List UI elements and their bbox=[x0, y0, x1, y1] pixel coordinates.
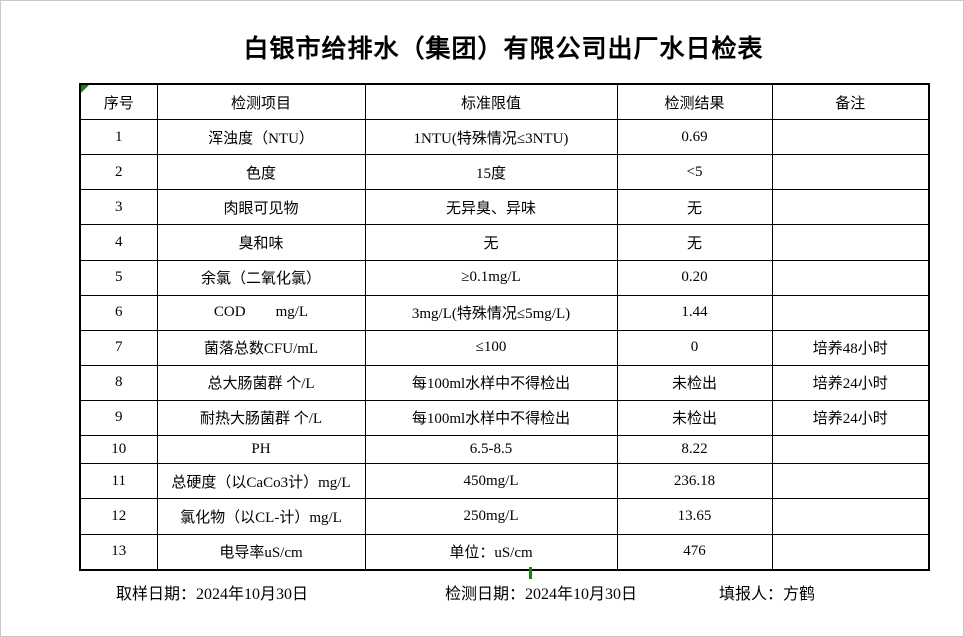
table-row: 10 PH 6.5-8.5 8.22 bbox=[79, 434, 930, 465]
cell-no: 1 bbox=[79, 119, 158, 156]
cell-result: 0.20 bbox=[616, 259, 773, 296]
cell-limit: ≤100 bbox=[364, 329, 618, 366]
cell-limit: 每100ml水样中不得检出 bbox=[364, 364, 618, 401]
sampling-date-label: 取样日期：2024年10月30日 bbox=[116, 586, 309, 603]
cell-no: 9 bbox=[79, 399, 158, 436]
cell-item: 肉眼可见物 bbox=[156, 189, 366, 226]
cell-result: <5 bbox=[616, 154, 773, 191]
cell-result: 无 bbox=[616, 224, 773, 261]
cell-item: 臭和味 bbox=[156, 224, 366, 261]
cell-result: 未检出 bbox=[616, 364, 773, 401]
page-title: 白银市给排水（集团）有限公司出厂水日检表 bbox=[243, 36, 764, 63]
cell-item: PH bbox=[156, 434, 366, 465]
col-header-remark: 备注 bbox=[771, 83, 930, 121]
cell-remark bbox=[771, 463, 930, 500]
cell-item: 浑浊度（NTU） bbox=[156, 119, 366, 156]
cell-item: COD mg/L bbox=[156, 294, 366, 331]
cell-limit: 15度 bbox=[364, 154, 618, 191]
footer: 取样日期：2024年10月30日 检测日期：2024年10月30日 填报人：方鹤 bbox=[1, 580, 963, 603]
cell-no: 5 bbox=[79, 259, 158, 296]
cell-result: 0.69 bbox=[616, 119, 773, 156]
cell-remark bbox=[771, 154, 930, 191]
cell-item: 菌落总数CFU/mL bbox=[156, 329, 366, 366]
cell-item: 色度 bbox=[156, 154, 366, 191]
cell-item: 氯化物（以CL-计）mg/L bbox=[156, 498, 366, 535]
cell-result: 476 bbox=[616, 533, 773, 571]
cell-no: 11 bbox=[79, 463, 158, 500]
inspection-table: 序号 检测项目 标准限值 检测结果 备注 1 浑浊度（NTU） 1NTU(特殊情… bbox=[79, 83, 930, 571]
table-row: 7 菌落总数CFU/mL ≤100 0 培养48小时 bbox=[79, 329, 930, 366]
table-row: 2 色度 15度 <5 bbox=[79, 154, 930, 191]
table-row: 3 肉眼可见物 无异臭、异味 无 bbox=[79, 189, 930, 226]
cell-limit: 每100ml水样中不得检出 bbox=[364, 399, 618, 436]
reporter-label: 填报人：方鹤 bbox=[719, 586, 816, 603]
cell-limit: 1NTU(特殊情况≤3NTU) bbox=[364, 119, 618, 156]
cell-no: 7 bbox=[79, 329, 158, 366]
cell-limit: 单位：uS/cm bbox=[364, 533, 618, 571]
cell-remark bbox=[771, 498, 930, 535]
cell-remark bbox=[771, 224, 930, 261]
cell-remark bbox=[771, 434, 930, 465]
cell-limit: ≥0.1mg/L bbox=[364, 259, 618, 296]
col-header-limit: 标准限值 bbox=[364, 83, 618, 121]
cell-item: 耐热大肠菌群 个/L bbox=[156, 399, 366, 436]
test-date-label: 检测日期：2024年10月30日 bbox=[445, 586, 638, 603]
cell-remark bbox=[771, 119, 930, 156]
table-row: 4 臭和味 无 无 bbox=[79, 224, 930, 261]
table-row: 9 耐热大肠菌群 个/L 每100ml水样中不得检出 未检出 培养24小时 bbox=[79, 399, 930, 436]
cell-limit: 3mg/L(特殊情况≤5mg/L) bbox=[364, 294, 618, 331]
cell-no: 8 bbox=[79, 364, 158, 401]
table-header-row: 序号 检测项目 标准限值 检测结果 备注 bbox=[79, 83, 930, 121]
table-row: 1 浑浊度（NTU） 1NTU(特殊情况≤3NTU) 0.69 bbox=[79, 119, 930, 156]
cell-result: 无 bbox=[616, 189, 773, 226]
cell-limit: 6.5-8.5 bbox=[364, 434, 618, 465]
cell-no: 6 bbox=[79, 294, 158, 331]
cell-item: 电导率uS/cm bbox=[156, 533, 366, 571]
cell-remark bbox=[771, 259, 930, 296]
cell-item: 余氯（二氧化氯） bbox=[156, 259, 366, 296]
cell-limit: 250mg/L bbox=[364, 498, 618, 535]
col-header-no: 序号 bbox=[79, 83, 158, 121]
table-row: 5 余氯（二氧化氯） ≥0.1mg/L 0.20 bbox=[79, 259, 930, 296]
cell-remark: 培养48小时 bbox=[771, 329, 930, 366]
cell-remark bbox=[771, 294, 930, 331]
cell-limit: 无异臭、异味 bbox=[364, 189, 618, 226]
cell-no: 2 bbox=[79, 154, 158, 191]
table-row: 13 电导率uS/cm 单位：uS/cm 476 bbox=[79, 533, 930, 571]
table-row: 8 总大肠菌群 个/L 每100ml水样中不得检出 未检出 培养24小时 bbox=[79, 364, 930, 401]
col-header-item: 检测项目 bbox=[156, 83, 366, 121]
cell-limit: 450mg/L bbox=[364, 463, 618, 500]
cell-result: 1.44 bbox=[616, 294, 773, 331]
cell-no: 12 bbox=[79, 498, 158, 535]
cell-remark: 培养24小时 bbox=[771, 399, 930, 436]
cell-limit: 无 bbox=[364, 224, 618, 261]
cell-result: 未检出 bbox=[616, 399, 773, 436]
cell-remark bbox=[771, 189, 930, 226]
cell-remark bbox=[771, 533, 930, 571]
cell-no: 10 bbox=[79, 434, 158, 465]
cell-result: 8.22 bbox=[616, 434, 773, 465]
col-header-result: 检测结果 bbox=[616, 83, 773, 121]
cell-no: 3 bbox=[79, 189, 158, 226]
green-tick-marker-icon bbox=[529, 567, 532, 579]
cell-result: 13.65 bbox=[616, 498, 773, 535]
cell-item: 总大肠菌群 个/L bbox=[156, 364, 366, 401]
table-row: 6 COD mg/L 3mg/L(特殊情况≤5mg/L) 1.44 bbox=[79, 294, 930, 331]
cell-no: 13 bbox=[79, 533, 158, 571]
table-row: 11 总硬度（以CaCo3计）mg/L 450mg/L 236.18 bbox=[79, 463, 930, 500]
cell-item: 总硬度（以CaCo3计）mg/L bbox=[156, 463, 366, 500]
cell-no: 4 bbox=[79, 224, 158, 261]
cell-remark: 培养24小时 bbox=[771, 364, 930, 401]
table-row: 12 氯化物（以CL-计）mg/L 250mg/L 13.65 bbox=[79, 498, 930, 535]
cell-result: 0 bbox=[616, 329, 773, 366]
cell-result: 236.18 bbox=[616, 463, 773, 500]
